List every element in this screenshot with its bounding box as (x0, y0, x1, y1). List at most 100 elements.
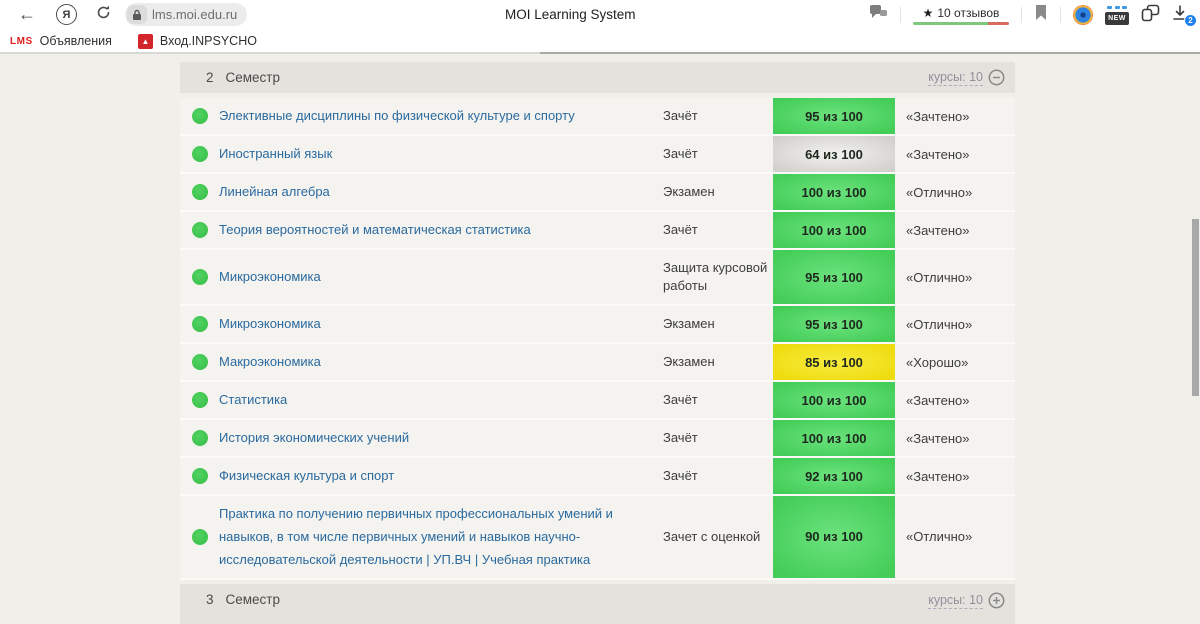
grade-text: «Отлично» (906, 184, 973, 200)
table-row: Макроэкономика Экзамен 85 из 100 «Хорошо… (180, 344, 1015, 382)
assessment-type: Защита курсовой работы (663, 259, 768, 293)
assessment-type: Зачёт (663, 221, 698, 237)
refresh-button[interactable] (95, 4, 112, 26)
course-link[interactable]: Элективные дисциплины по физической куль… (219, 108, 575, 124)
score-badge: 90 из 100 (773, 496, 895, 578)
back-button[interactable]: ← (18, 4, 36, 24)
extension-browser-icon[interactable] (1073, 5, 1093, 25)
vertical-scrollbar-thumb[interactable] (1192, 219, 1199, 396)
assessment-type: Экзамен (663, 183, 715, 199)
table-row: Теория вероятностей и математическая ста… (180, 212, 1015, 250)
table-row: Иностранный язык Зачёт 64 из 100 «Зачтен… (180, 136, 1015, 174)
divider (1021, 7, 1022, 23)
site-rating[interactable]: ★ 10 отзывов (913, 6, 1009, 25)
bookmark-icon[interactable] (1034, 4, 1048, 26)
semester-number: 3 (206, 591, 214, 607)
yandex-home-button[interactable]: Я (56, 4, 77, 25)
grade-text: «Зачтено» (906, 468, 970, 484)
score-badge: 95 из 100 (773, 98, 895, 134)
download-count-badge: 2 (1184, 14, 1197, 27)
courses-count-link[interactable]: курсы: 10 (928, 592, 983, 609)
status-cell (180, 269, 219, 285)
status-cell (180, 354, 219, 370)
assessment-type: Зачёт (663, 429, 698, 445)
score-badge: 92 из 100 (773, 458, 895, 494)
grades-table-body: Элективные дисциплины по физической куль… (180, 98, 1015, 580)
course-link[interactable]: Физическая культура и спорт (219, 468, 395, 484)
expand-icon[interactable] (988, 592, 1005, 609)
browser-toolbar: ← Я lms.moi.edu.ru MOI Learning System (0, 0, 1200, 30)
status-cell (180, 146, 219, 162)
semester-2-header: 2 Семестр курсы: 10 (180, 62, 1015, 93)
course-link[interactable]: Микроэкономика (219, 316, 321, 332)
status-dot-icon (191, 392, 208, 408)
lms-favicon: LMS (10, 35, 33, 47)
grade-text: «Зачтено» (906, 146, 970, 162)
url-text[interactable]: lms.moi.edu.ru (152, 7, 238, 22)
table-row: Физическая культура и спорт Зачёт 92 из … (180, 458, 1015, 496)
grade-text: «Зачтено» (906, 392, 970, 408)
status-cell (180, 468, 219, 484)
course-link[interactable]: Макроэкономика (219, 354, 321, 370)
extension-new-icon[interactable]: NEW (1105, 5, 1129, 25)
table-row: Статистика Зачёт 100 из 100 «Зачтено» (180, 382, 1015, 420)
status-dot-icon (191, 316, 208, 332)
page-title: MOI Learning System (505, 7, 636, 22)
divider (1060, 7, 1061, 23)
status-dot-icon (191, 146, 208, 162)
course-link[interactable]: Статистика (219, 392, 288, 408)
course-link[interactable]: Микроэкономика (219, 269, 321, 285)
semester-label: Семестр (225, 591, 281, 607)
bookmark-item-inpsycho[interactable]: ▲ Вход.INPSYCHO (137, 33, 257, 49)
status-dot-icon (191, 222, 208, 238)
status-dot-icon (191, 269, 208, 285)
bookmark-label: Объявления (39, 34, 112, 48)
semester-label: Семестр (225, 70, 281, 85)
semester-3-header: 3 Семестр курсы: 10 (180, 583, 1015, 624)
status-cell (180, 184, 219, 200)
assessment-type: Зачёт (663, 391, 698, 407)
grade-text: «Отлично» (906, 316, 973, 332)
course-link[interactable]: Линейная алгебра (219, 184, 330, 200)
score-badge: 95 из 100 (773, 250, 895, 304)
status-dot-icon (191, 184, 208, 200)
lock-icon[interactable] (127, 5, 147, 24)
semester-number: 2 (206, 70, 214, 85)
grade-text: «Хорошо» (906, 354, 969, 370)
tabs-icon[interactable] (1141, 4, 1160, 27)
course-link[interactable]: Практика по получению первичных професси… (219, 506, 613, 568)
courses-count-link[interactable]: курсы: 10 (928, 69, 983, 87)
grade-text: «Зачтено» (906, 222, 970, 238)
bookmark-item-announcements[interactable]: LMS Объявления (10, 34, 112, 48)
grade-text: «Зачтено» (906, 108, 970, 124)
table-row: Линейная алгебра Экзамен 100 из 100 «Отл… (180, 174, 1015, 212)
status-dot-icon (191, 108, 208, 124)
refresh-icon (97, 5, 110, 19)
course-link[interactable]: Теория вероятностей и математическая ста… (219, 222, 531, 238)
score-badge: 64 из 100 (773, 136, 895, 172)
grades-panel: 2 Семестр курсы: 10 Элективные дисциплин… (180, 54, 1015, 624)
grade-text: «Отлично» (906, 529, 973, 545)
table-row: Элективные дисциплины по физической куль… (180, 98, 1015, 136)
course-link[interactable]: История экономических учений (219, 430, 410, 446)
assessment-type: Экзамен (663, 315, 715, 331)
assessment-type: Зачет с оценкой (663, 528, 761, 544)
assessment-type: Зачёт (663, 145, 698, 161)
rating-label: 10 отзывов (937, 5, 1000, 20)
score-badge: 100 из 100 (773, 382, 895, 418)
status-cell (180, 222, 219, 238)
collapse-icon[interactable] (988, 69, 1005, 86)
table-row: Микроэкономика Защита курсовой работы 95… (180, 250, 1015, 306)
toolbar-divider (0, 52, 1200, 54)
assessment-type: Экзамен (663, 353, 715, 369)
status-dot-icon (191, 528, 208, 545)
comments-icon[interactable] (869, 4, 888, 26)
course-link[interactable]: Иностранный язык (219, 146, 333, 162)
address-bar[interactable]: lms.moi.edu.ru (125, 3, 248, 26)
status-dot-icon (191, 354, 208, 370)
score-badge: 100 из 100 (773, 420, 895, 456)
bookmark-label: Вход.INPSYCHO (159, 34, 257, 48)
grade-text: «Отлично» (906, 269, 973, 285)
score-badge: 95 из 100 (773, 306, 895, 342)
downloads-button[interactable]: 2 (1172, 5, 1197, 27)
